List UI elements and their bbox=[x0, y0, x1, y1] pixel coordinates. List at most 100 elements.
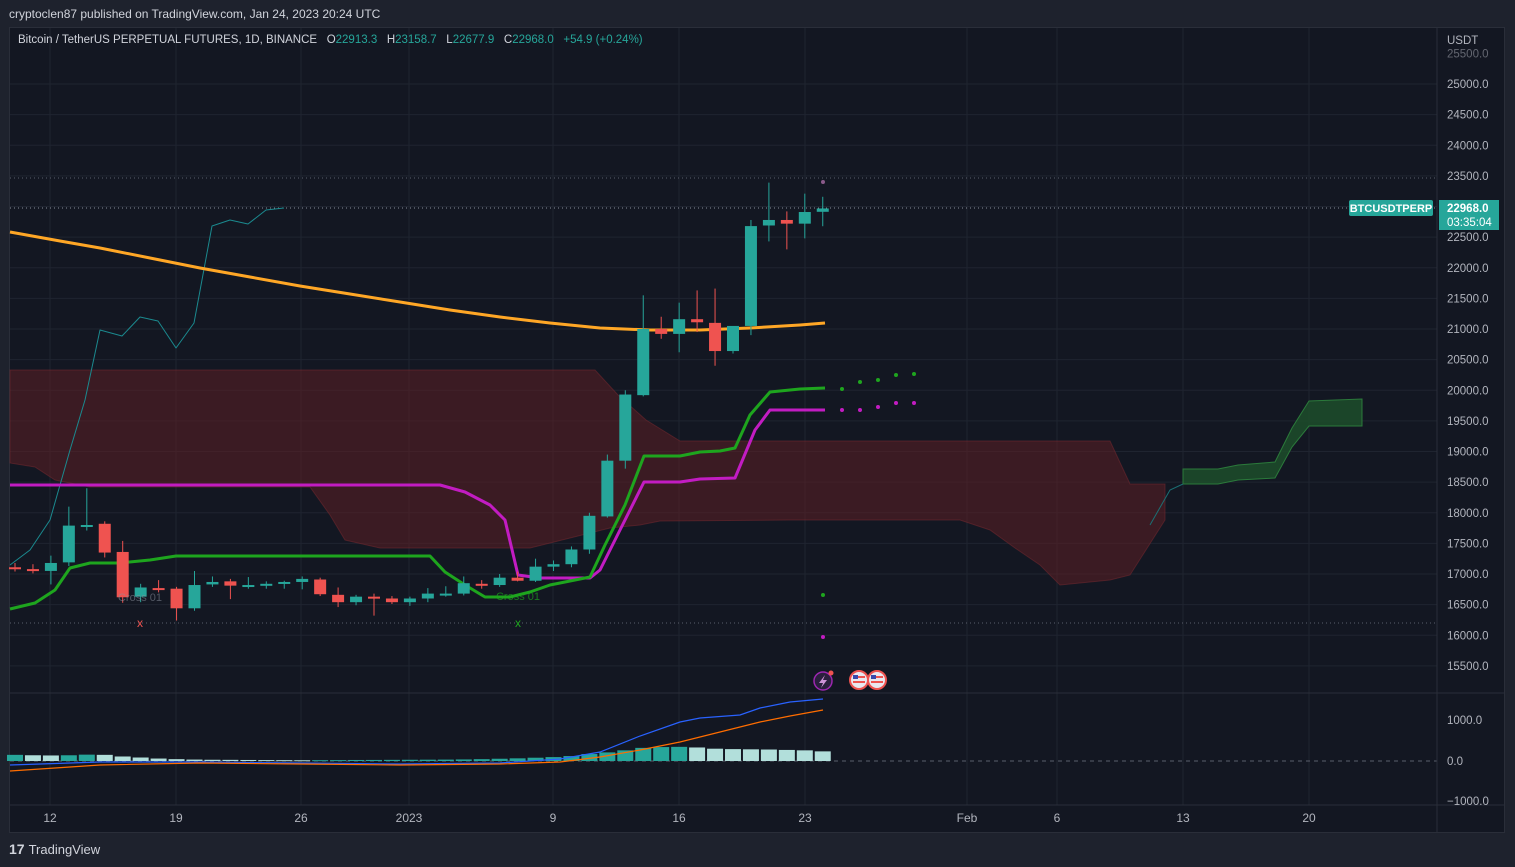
macd-histogram-bar bbox=[168, 759, 185, 761]
candle-down bbox=[26, 569, 39, 572]
candle-down bbox=[98, 523, 111, 553]
macd-histogram-bar bbox=[78, 754, 95, 761]
symbol-legend[interactable]: Bitcoin / TetherUS PERPETUAL FUTURES, 1D… bbox=[18, 34, 643, 46]
price-tick-label: 19000.0 bbox=[1447, 447, 1489, 459]
macd-histogram-bar bbox=[96, 754, 113, 761]
candle-down bbox=[224, 581, 237, 586]
candle-up bbox=[762, 219, 775, 226]
macd-histogram-bar bbox=[473, 759, 490, 761]
candle-up bbox=[637, 329, 650, 396]
price-tick-label: 17500.0 bbox=[1447, 538, 1489, 550]
macd-histogram-bar bbox=[330, 760, 347, 762]
kijun-projection-dot bbox=[840, 408, 844, 412]
macd-histogram-bar bbox=[276, 760, 293, 762]
candle-up bbox=[744, 226, 757, 326]
footer: 17 TradingView bbox=[9, 841, 100, 857]
kijun-line bbox=[10, 408, 825, 580]
candle-down bbox=[170, 588, 183, 609]
us-flag-event-icon[interactable] bbox=[849, 670, 869, 690]
candle-up bbox=[565, 549, 578, 565]
last-price-text: 22968.0 bbox=[1447, 203, 1489, 215]
macd-histogram-bar bbox=[760, 749, 777, 761]
candle-down bbox=[475, 583, 488, 586]
price-tick-label: 22500.0 bbox=[1447, 232, 1489, 244]
price-tick-label: 16500.0 bbox=[1447, 600, 1489, 612]
candle-down bbox=[152, 588, 165, 591]
time-tick-label: Feb bbox=[957, 811, 978, 825]
flag-stripe-icon bbox=[853, 676, 865, 678]
macd-pane bbox=[7, 698, 1437, 772]
time-tick-label: 26 bbox=[294, 811, 308, 825]
macd-histogram-bar bbox=[132, 757, 149, 761]
candle-up bbox=[403, 598, 416, 603]
macd-histogram-bar bbox=[222, 759, 239, 761]
macd-histogram-bar bbox=[581, 754, 598, 761]
macd-histogram-bar bbox=[563, 756, 580, 761]
macd-histogram-bar bbox=[814, 751, 831, 761]
candle-up bbox=[583, 515, 596, 550]
candle-up bbox=[421, 593, 434, 599]
close-label: C bbox=[503, 34, 513, 46]
symbol-title[interactable]: Bitcoin / TetherUS PERPETUAL FUTURES, 1D… bbox=[18, 34, 318, 46]
high-label: H bbox=[386, 34, 396, 46]
candle-down bbox=[691, 319, 704, 323]
candle-up bbox=[206, 581, 219, 585]
signal-dot-green bbox=[821, 593, 825, 597]
kijun-projection-dot bbox=[876, 405, 880, 409]
candle-down bbox=[332, 594, 345, 603]
candle-up bbox=[188, 585, 201, 609]
candle-up bbox=[44, 562, 57, 571]
candles bbox=[9, 182, 829, 621]
candle-down bbox=[385, 598, 398, 603]
high-value: 23158.7 bbox=[395, 34, 437, 46]
signal-line bbox=[9, 709, 824, 772]
candle-up bbox=[798, 212, 811, 224]
tenkan-projection-dot bbox=[876, 378, 880, 382]
price-tick-label: 18000.0 bbox=[1447, 508, 1489, 520]
candle-down bbox=[780, 219, 793, 224]
candle-up bbox=[601, 460, 614, 517]
us-flag-event-icon[interactable] bbox=[867, 670, 887, 690]
currency-label: USDT bbox=[1447, 35, 1478, 47]
flag-stripe-icon bbox=[871, 681, 883, 683]
macd-histogram-bar bbox=[689, 747, 706, 761]
time-tick-label: 12 bbox=[43, 811, 57, 825]
tradingview-logo-icon: 17 bbox=[9, 841, 25, 857]
macd-histogram-bar bbox=[24, 755, 41, 761]
candle-down bbox=[655, 329, 668, 334]
macd-tick-label: −1000.0 bbox=[1447, 796, 1489, 808]
price-tick-label: 21000.0 bbox=[1447, 324, 1489, 336]
candle-up bbox=[529, 566, 542, 581]
macd-histogram-bar bbox=[42, 755, 59, 761]
candle-up bbox=[62, 525, 75, 563]
candle-up bbox=[278, 581, 291, 584]
macd-histogram-bar bbox=[617, 750, 634, 761]
flag-canton-icon bbox=[853, 675, 858, 679]
candle-up bbox=[134, 587, 147, 597]
candle-down bbox=[314, 579, 327, 595]
candle-down bbox=[511, 577, 524, 581]
kijun-projection-dot bbox=[894, 401, 898, 405]
candle-up bbox=[80, 525, 93, 527]
low-label: L bbox=[446, 34, 453, 46]
candle-up bbox=[296, 578, 309, 582]
tenkan-projection-dot bbox=[912, 372, 916, 376]
grid bbox=[10, 28, 1437, 805]
cross-marker-green: x bbox=[515, 616, 521, 630]
lightning-bolt-icon bbox=[819, 675, 827, 688]
macd-histogram-bar bbox=[294, 760, 311, 762]
macd-histogram-bar bbox=[114, 756, 131, 761]
macd-histogram-bar bbox=[527, 757, 544, 761]
macd-histogram-bar bbox=[150, 758, 167, 761]
footer-brand: TradingView bbox=[28, 841, 101, 857]
candle-up bbox=[242, 585, 255, 588]
tenkan-projection-dot bbox=[840, 387, 844, 391]
time-tick-label: 20 bbox=[1302, 811, 1316, 825]
macd-histogram-bar bbox=[437, 759, 454, 761]
time-tick-label: 23 bbox=[798, 811, 812, 825]
candle-up bbox=[439, 593, 452, 596]
candle-up bbox=[547, 564, 560, 567]
open-value: 22913.3 bbox=[335, 34, 378, 46]
price-tick-label: 25500.0 bbox=[1447, 48, 1489, 60]
